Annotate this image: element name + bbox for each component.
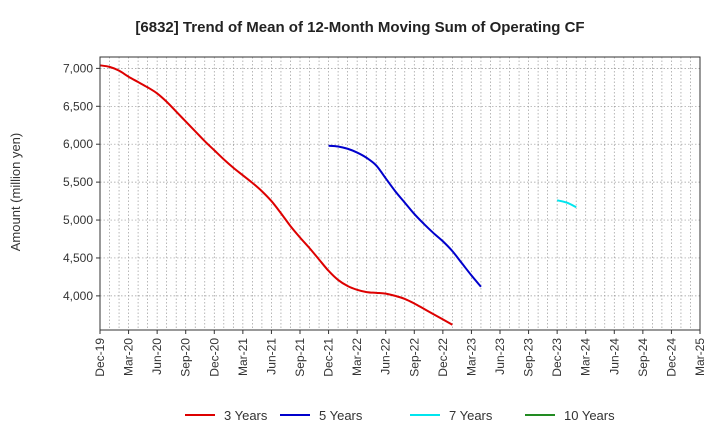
y-tick-label: 6,000 (63, 137, 93, 151)
chart-title: [6832] Trend of Mean of 12-Month Moving … (135, 19, 584, 36)
legend-label-5-years: 5 Years (319, 408, 363, 423)
x-tick-label: Mar-21 (236, 338, 250, 376)
y-axis-ticks: 4,000 4,500 5,000 5,500 6,000 6,500 7,000 (63, 61, 100, 303)
x-tick-label: Mar-23 (464, 338, 478, 376)
y-tick-label: 6,500 (63, 99, 93, 113)
x-tick-label: Jun-20 (150, 338, 164, 375)
series-line-5-years (328, 144, 482, 288)
x-tick-label: Sep-24 (636, 338, 650, 377)
x-tick-label: Mar-20 (122, 338, 136, 376)
x-tick-label: Sep-21 (293, 338, 307, 377)
plot-frame (99, 56, 701, 331)
x-tick-label: Sep-22 (407, 338, 421, 377)
y-tick-label: 5,500 (63, 175, 93, 189)
y-tick-label: 5,000 (63, 213, 93, 227)
x-tick-label: Mar-24 (579, 338, 593, 376)
legend-label-3-years: 3 Years (224, 408, 268, 423)
x-tick-label: Sep-20 (179, 338, 193, 377)
x-tick-label: Dec-20 (207, 338, 221, 377)
x-tick-label: Jun-21 (264, 338, 278, 375)
grid-lines (100, 57, 700, 330)
x-tick-label: Sep-23 (522, 338, 536, 377)
x-tick-label: Jun-22 (379, 338, 393, 375)
series-line-3-years (99, 64, 453, 326)
x-tick-label: Jun-23 (493, 338, 507, 375)
y-tick-label: 7,000 (63, 61, 93, 75)
legend: 3 Years 5 Years 7 Years 10 Years (185, 408, 615, 423)
x-tick-label: Jun-24 (607, 338, 621, 375)
x-tick-label: Dec-22 (436, 338, 450, 377)
x-tick-label: Mar-25 (693, 338, 707, 376)
x-tick-label: Dec-23 (550, 338, 564, 377)
x-tick-label: Dec-24 (664, 338, 678, 377)
series-lines (99, 64, 577, 326)
x-axis-ticks: Dec-19 Mar-20 Jun-20 Sep-20 Dec-20 Mar-21 Jun-… (93, 330, 707, 377)
y-tick-label: 4,000 (63, 289, 93, 303)
x-tick-label: Mar-22 (350, 338, 364, 376)
legend-label-7-years: 7 Years (449, 408, 493, 423)
series-line-7-years (556, 199, 577, 209)
x-tick-label: Dec-19 (93, 338, 107, 377)
legend-label-10-years: 10 Years (564, 408, 615, 423)
y-axis-label: Amount (million yen) (8, 133, 23, 252)
y-tick-label: 4,500 (63, 251, 93, 265)
x-tick-label: Dec-21 (322, 338, 336, 377)
